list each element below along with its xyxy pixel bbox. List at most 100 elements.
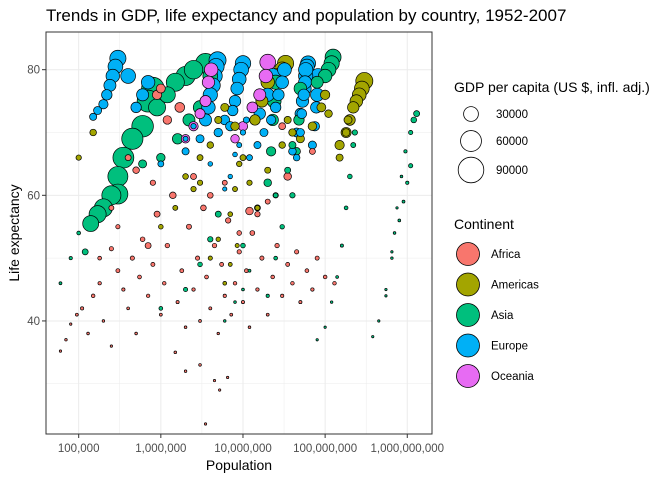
color-legend-label: Europe	[491, 341, 528, 353]
color-legend-key-americas	[456, 272, 480, 297]
point-africa	[274, 242, 280, 249]
point-africa	[219, 262, 225, 267]
point-africa	[159, 312, 163, 317]
point-asia	[272, 192, 279, 199]
point-africa	[241, 300, 245, 305]
point-africa	[90, 293, 96, 298]
axes-layer: 100,000 1,000,000 10,000,000 100,000,000 1,0…	[27, 65, 444, 455]
point-asia	[214, 210, 222, 218]
point-americas	[316, 102, 327, 113]
point-africa	[298, 300, 303, 305]
point-americas	[206, 141, 214, 149]
point-asia	[371, 335, 375, 339]
point-europe	[182, 135, 189, 142]
point-africa	[278, 122, 286, 131]
point-europe	[236, 142, 243, 148]
point-africa	[174, 102, 185, 113]
point-africa	[226, 375, 230, 380]
point-asia	[339, 243, 344, 248]
point-africa	[80, 306, 85, 311]
point-asia	[343, 205, 349, 211]
point-asia	[223, 319, 227, 323]
point-europe	[253, 141, 262, 149]
y-axis-title: Life expectancy	[6, 184, 22, 281]
point-africa	[115, 224, 121, 230]
point-asia	[289, 192, 296, 199]
point-europe	[136, 88, 149, 102]
point-europe	[239, 129, 247, 136]
point-africa	[259, 255, 265, 261]
point-oceania	[194, 108, 206, 120]
point-africa	[115, 268, 121, 274]
point-americas	[220, 102, 230, 112]
point-asia	[183, 60, 204, 80]
point-americas	[278, 141, 286, 149]
point-americas	[264, 166, 272, 174]
point-asia	[310, 75, 324, 89]
point-africa	[310, 287, 315, 292]
point-africa	[211, 242, 218, 249]
x-tick-label: 100,000,000	[293, 443, 357, 455]
point-asia	[377, 319, 381, 323]
color-legend-label: Oceania	[491, 371, 534, 383]
point-africa	[245, 206, 254, 216]
point-americas	[232, 186, 238, 192]
point-africa	[216, 331, 220, 336]
point-americas	[307, 121, 318, 131]
point-africa	[173, 350, 177, 355]
point-oceania	[259, 53, 276, 71]
y-tick-label: 80	[27, 65, 40, 77]
point-europe	[101, 89, 113, 101]
point-asia	[288, 141, 297, 149]
point-europe	[277, 62, 292, 77]
point-asia	[315, 338, 319, 342]
point-africa	[129, 255, 135, 261]
point-africa	[108, 204, 115, 211]
point-africa	[179, 268, 185, 273]
point-africa	[232, 281, 238, 286]
point-europe	[181, 147, 190, 156]
point-asia	[197, 261, 203, 268]
color-legend-key-oceania	[456, 364, 480, 388]
point-asia	[233, 300, 237, 304]
point-americas	[196, 154, 204, 161]
point-europe	[275, 75, 289, 89]
point-asia	[408, 130, 414, 135]
point-asia	[390, 256, 394, 260]
size-legend-key	[463, 106, 479, 122]
point-africa	[191, 287, 196, 292]
point-americas	[254, 204, 261, 211]
point-africa	[200, 204, 207, 212]
point-europe	[130, 101, 142, 113]
point-asia	[350, 142, 357, 148]
point-africa	[236, 230, 242, 236]
point-africa	[283, 172, 292, 181]
point-africa	[195, 255, 201, 261]
point-americas	[227, 262, 233, 267]
point-asia	[403, 149, 408, 154]
point-europe	[120, 68, 136, 84]
point-asia	[158, 306, 164, 311]
points-layer	[58, 48, 421, 426]
point-africa	[265, 312, 270, 317]
point-asia	[413, 110, 421, 118]
plot-panel-border	[45, 31, 433, 435]
point-americas	[190, 185, 197, 193]
point-americas	[182, 173, 189, 180]
point-africa	[186, 223, 192, 230]
point-americas	[158, 224, 164, 230]
point-europe	[222, 186, 228, 192]
point-europe	[227, 173, 233, 180]
x-tick-label: 1,000,000,000	[370, 443, 444, 455]
x-tick-label: 100,000	[58, 443, 100, 455]
point-americas	[222, 280, 228, 286]
point-asia	[397, 218, 402, 223]
color-legend: Continent Africa Americas Asia Europe Oceani…	[454, 216, 539, 388]
point-oceania	[199, 95, 212, 108]
point-asia	[390, 250, 394, 254]
point-oceania	[204, 62, 219, 77]
point-africa	[75, 312, 79, 317]
point-asia	[384, 287, 388, 292]
point-africa	[101, 319, 106, 323]
point-africa	[264, 198, 271, 205]
